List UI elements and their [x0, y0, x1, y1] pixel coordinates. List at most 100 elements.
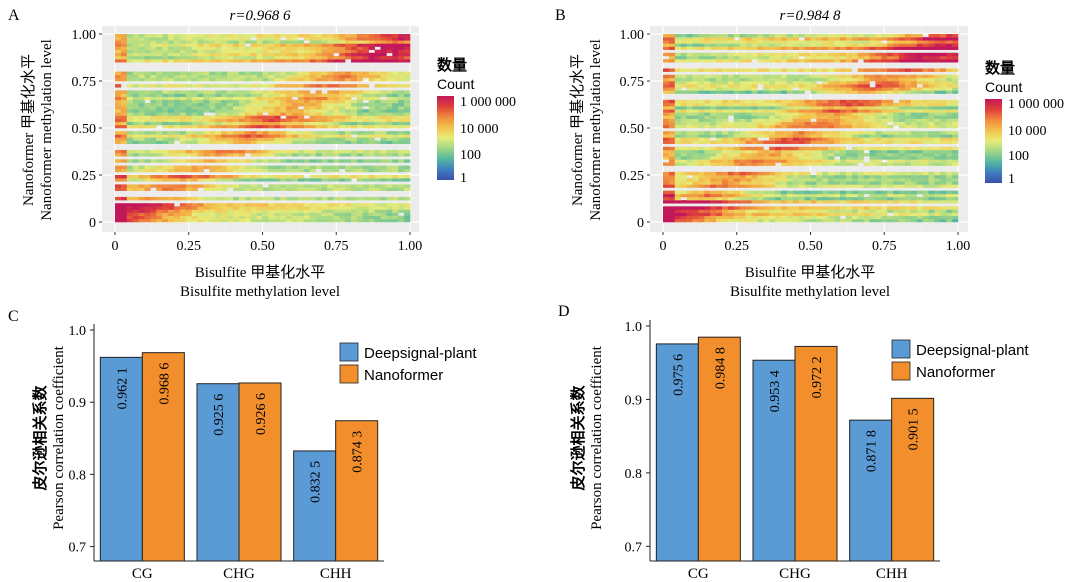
heatmap-cell	[339, 153, 346, 157]
heatmap-cell	[386, 212, 393, 217]
heatmap-cell	[238, 140, 246, 144]
heatmap-cell	[875, 159, 882, 163]
heatmap-cell	[751, 124, 758, 129]
heatmap-cell	[321, 59, 328, 63]
heatmap-cell	[781, 206, 788, 210]
heatmap-cell	[368, 71, 375, 76]
heatmap-cell	[309, 40, 316, 44]
heatmap-cell	[946, 34, 953, 38]
heatmap-cell	[120, 74, 128, 79]
heatmap-cell	[309, 102, 316, 107]
heatmap-cell	[132, 49, 139, 54]
heatmap-cell	[952, 175, 959, 179]
heatmap-cell	[286, 96, 293, 101]
heatmap-cell	[380, 121, 387, 126]
heatmap-cell	[215, 102, 222, 107]
heatmap-cell	[185, 203, 192, 207]
heatmap-cell	[303, 140, 310, 144]
heatmap-cell	[822, 43, 829, 47]
heatmap-cell	[179, 159, 187, 163]
heatmap-cell	[150, 131, 157, 135]
heatmap-cell	[191, 121, 198, 126]
heatmap-cell	[733, 175, 740, 179]
heatmap-cell	[233, 55, 240, 60]
heatmap-cell	[763, 193, 770, 198]
heatmap-cell	[356, 203, 364, 207]
heatmap-cell	[910, 40, 917, 44]
heatmap-cell	[887, 102, 894, 107]
heatmap-cell	[132, 209, 139, 213]
heatmap-cell	[910, 74, 917, 79]
heatmap-cell	[840, 190, 847, 195]
heatmap-cell	[663, 115, 670, 119]
heatmap-cell	[126, 153, 133, 157]
heatmap-cell	[781, 46, 788, 50]
heatmap-cell	[887, 171, 894, 176]
heatmap-cell	[786, 175, 794, 179]
heatmap-cell	[274, 178, 281, 182]
heatmap-cell	[792, 140, 799, 144]
heatmap-cell	[297, 99, 305, 104]
heatmap-cell	[899, 115, 906, 119]
heatmap-cell	[321, 37, 328, 41]
heatmap-cell	[138, 153, 145, 157]
heatmap-cell	[321, 196, 328, 201]
heatmap-cell	[280, 137, 287, 141]
heatmap-cell	[256, 52, 263, 57]
heatmap-cell	[863, 200, 870, 204]
heatmap-cell	[356, 99, 364, 104]
heatmap-cell	[887, 206, 894, 210]
heatmap-cell	[727, 218, 735, 223]
heatmap-cell	[904, 209, 912, 213]
heatmap-cell	[739, 171, 746, 176]
heatmap-cell	[297, 115, 305, 119]
heatmap-cell	[120, 71, 128, 76]
heatmap-cell	[757, 37, 764, 41]
heatmap-cell	[179, 218, 187, 223]
heatmap-cell	[704, 43, 711, 47]
heatmap-cell	[934, 200, 941, 204]
heatmap-cell	[115, 118, 122, 123]
heatmap-cell	[739, 215, 746, 220]
heatmap-cell	[256, 168, 263, 173]
heatmap-cell	[392, 159, 399, 163]
heatmap-cell	[834, 112, 841, 116]
heatmap-cell	[710, 190, 717, 195]
heatmap-cell	[745, 112, 752, 116]
heatmap-cell	[321, 55, 328, 60]
heatmap-cell	[339, 37, 346, 41]
heatmap-cell	[238, 99, 246, 104]
heatmap-cell	[869, 206, 876, 210]
heatmap-cell	[869, 184, 876, 188]
heatmap-cell	[250, 40, 257, 44]
heatmap-cell	[863, 112, 870, 116]
heatmap-cell	[280, 215, 287, 220]
heatmap-cell	[663, 112, 670, 116]
heatmap-cell	[386, 93, 393, 97]
heatmap-cell	[733, 40, 740, 44]
heatmap-cell	[881, 206, 888, 210]
heatmap-cell	[834, 109, 841, 113]
heatmap-cell	[339, 212, 346, 217]
heatmap-cell	[374, 121, 381, 126]
heatmap-cell	[238, 77, 246, 82]
bar-data-label: 0.871 8	[865, 430, 880, 472]
heatmap-cell	[775, 184, 782, 188]
heatmap-cell	[727, 181, 735, 185]
heatmap-cell	[751, 87, 758, 91]
heatmap-cell	[404, 175, 411, 179]
heatmap-cell	[315, 184, 322, 188]
heatmap-cell	[928, 90, 935, 94]
heatmap-cell	[356, 140, 364, 144]
heatmap-cell	[327, 115, 334, 119]
heatmap-cell	[881, 124, 888, 129]
heatmap-cell	[674, 159, 681, 163]
heatmap-cell	[374, 90, 381, 94]
heatmap-cell	[786, 40, 794, 44]
heatmap-cell	[292, 99, 299, 104]
heatmap-cell	[162, 149, 169, 154]
heatmap-cell	[816, 87, 823, 91]
heatmap-cell	[698, 171, 705, 176]
heatmap-cell	[910, 115, 917, 119]
heatmap-cell	[680, 159, 687, 163]
